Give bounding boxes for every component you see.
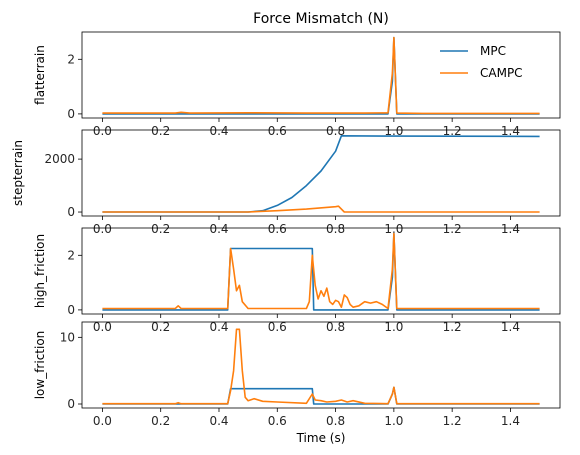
subplot-1: 0 2 0.0 0.2 0.4 0.6 0.8 1.0 1.2 1.4 flatterrain: [33, 31, 561, 138]
x-tick-label-1-3: 0.6: [268, 124, 287, 138]
y-axis-label-3: high_friction: [33, 234, 47, 308]
x-tick-label-3-2: 0.4: [209, 320, 228, 334]
x-tick-label-4-1: 0.2: [151, 414, 170, 428]
x-tick-label-1-5: 1.0: [384, 124, 403, 138]
y-tick-label-1-1: 2: [67, 52, 75, 66]
subplot-3: 0 2 0.0 0.2 0.4 0.6 0.8 1.0 1.2 1.4 high_friction: [33, 227, 561, 334]
x-tick-label-1-1: 0.2: [151, 124, 170, 138]
x-tick-label-1-2: 0.4: [209, 124, 228, 138]
x-tick-label-4-4: 0.8: [326, 414, 345, 428]
x-tick-label-1-7: 1.4: [501, 124, 520, 138]
x-tick-label-2-7: 1.4: [501, 222, 520, 236]
y-tick-label-4-0: 0: [67, 397, 75, 411]
legend-label-campc: CAMPC: [480, 66, 523, 80]
x-tick-label-4-3: 0.6: [268, 414, 287, 428]
x-tick-label-3-1: 0.2: [151, 320, 170, 334]
x-tick-label-4-5: 1.0: [384, 414, 403, 428]
x-tick-label-2-4: 0.8: [326, 222, 345, 236]
x-tick-label-4-2: 0.4: [209, 414, 228, 428]
axes-frame-4: [81, 321, 561, 409]
y-tick-label-3-1: 2: [67, 248, 75, 262]
subplot-2: 0 2000 0.0 0.2 0.4 0.6 0.8 1.0 1.2 1.4 stepterrain: [11, 129, 561, 236]
chart-title: Force Mismatch (N): [253, 11, 389, 27]
axes-frame-3: [81, 227, 561, 315]
series-line-mpc-1: [102, 36, 540, 115]
x-tick-label-3-6: 1.2: [443, 320, 462, 334]
x-axis-label: Time (s): [296, 431, 346, 445]
y-axis-label-1: flatterrain: [33, 45, 47, 105]
x-tick-label-1-4: 0.8: [326, 124, 345, 138]
legend: MPC CAMPC: [440, 44, 523, 80]
x-tick-label-2-0: 0.0: [93, 222, 112, 236]
series-line-campc-1: [102, 36, 540, 115]
y-tick-label-2-0: 0: [67, 205, 75, 219]
x-tick-label-2-5: 1.0: [384, 222, 403, 236]
y-tick-label-1-0: 0: [67, 107, 75, 121]
axes-frame-1: [81, 31, 561, 119]
subplot-stack: 020.0 0.2 0.4 0.6 0.8 1.0 1.2 1.4flatterrain020…: [11, 31, 561, 428]
x-tick-label-3-3: 0.6: [268, 320, 287, 334]
series-line-campc-2: [102, 205, 540, 213]
x-tick-label-3-4: 0.8: [326, 320, 345, 334]
series-line-mpc-2: [102, 135, 540, 213]
y-axis-label-2: stepterrain: [11, 140, 25, 206]
x-tick-label-4-7: 1.4: [501, 414, 520, 428]
x-tick-label-1-6: 1.2: [443, 124, 462, 138]
y-tick-label-2-1: 2000: [44, 152, 75, 166]
series-line-campc-4: [102, 328, 540, 405]
x-tick-label-3-5: 1.0: [384, 320, 403, 334]
x-tick-label-2-3: 0.6: [268, 222, 287, 236]
x-tick-label-4-6: 1.2: [443, 414, 462, 428]
x-tick-label-2-2: 0.4: [209, 222, 228, 236]
x-tick-label-3-0: 0.0: [93, 320, 112, 334]
y-tick-label-3-0: 0: [67, 303, 75, 317]
x-tick-label-2-1: 0.2: [151, 222, 170, 236]
legend-label-mpc: MPC: [480, 44, 506, 58]
x-tick-label-3-7: 1.4: [501, 320, 520, 334]
axes-frame-2: [81, 129, 561, 217]
x-tick-label-4-0: 0.0: [93, 414, 112, 428]
x-tick-label-1-0: 0.0: [93, 124, 112, 138]
series-line-mpc-3: [102, 232, 540, 311]
subplot-4: 0 10 0.0 0.2 0.4 0.6 0.8 1.0 1.2 1.4 low_friction: [33, 321, 561, 428]
y-axis-label-4: low_friction: [33, 331, 47, 400]
x-tick-label-2-6: 1.2: [443, 222, 462, 236]
series-line-campc-3: [102, 232, 540, 310]
y-tick-label-4-1: 10: [60, 330, 75, 344]
